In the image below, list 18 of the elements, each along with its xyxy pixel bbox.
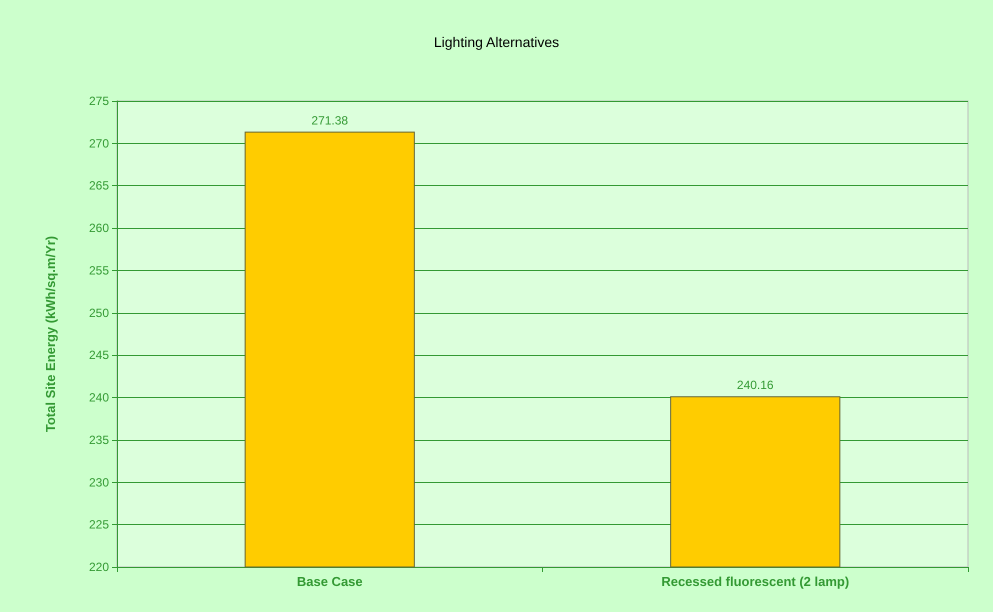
y-tick-label: 225: [88, 518, 110, 532]
y-axis-title: Total Site Energy (kWh/sq.m/Yr): [43, 236, 58, 432]
y-tick-label: 245: [88, 348, 110, 362]
y-tick-label: 265: [88, 178, 110, 193]
data-label: 271.38: [311, 114, 348, 128]
y-tick-label: 275: [88, 94, 110, 108]
y-tick-label: 250: [88, 306, 110, 320]
y-tick-label: 235: [88, 432, 110, 447]
y-tick-label: 220: [88, 560, 110, 574]
y-tick-label: 255: [88, 263, 110, 278]
y-tick-label: 260: [88, 221, 110, 236]
y-tick-label: 270: [88, 136, 110, 150]
y-tick-label: 230: [88, 475, 110, 490]
data-label: 240.16: [736, 378, 774, 392]
y-tick-label: 240: [88, 390, 110, 405]
x-tick-label: Base Case: [296, 574, 363, 589]
chart-title: Lighting Alternatives: [434, 34, 560, 50]
x-tick-label: Recessed fluorescent (2 lamp): [661, 574, 850, 589]
